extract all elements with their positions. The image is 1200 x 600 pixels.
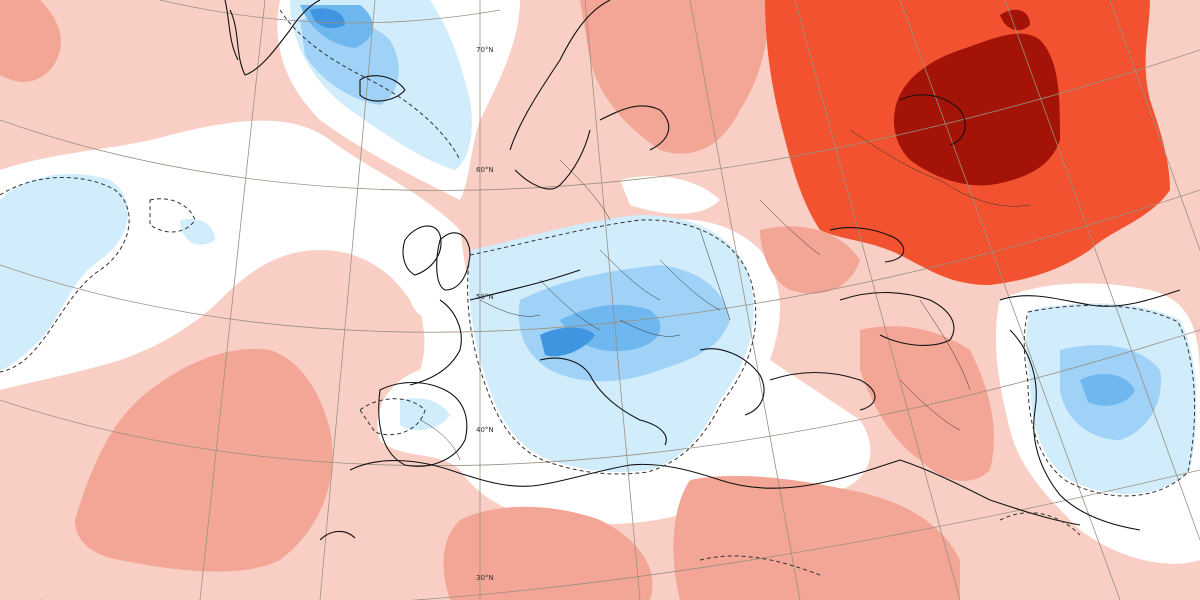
lat-label-50: 50°N — [476, 293, 494, 301]
warm-mid-zones — [0, 0, 994, 600]
lat-label-60: 60°N — [476, 166, 494, 174]
lat-label-30: 30°N — [476, 574, 494, 582]
coastlines — [224, 0, 1181, 541]
country-borders — [419, 129, 1031, 461]
hot-zone — [765, 0, 1170, 285]
lat-label-40: 40°N — [476, 426, 494, 434]
dashed-contours — [0, 9, 1196, 576]
lat-label-70: 70°N — [476, 46, 494, 54]
latitude-labels: 70°N 60°N 50°N 40°N 30°N — [476, 46, 494, 582]
cool-zones — [0, 0, 1197, 494]
